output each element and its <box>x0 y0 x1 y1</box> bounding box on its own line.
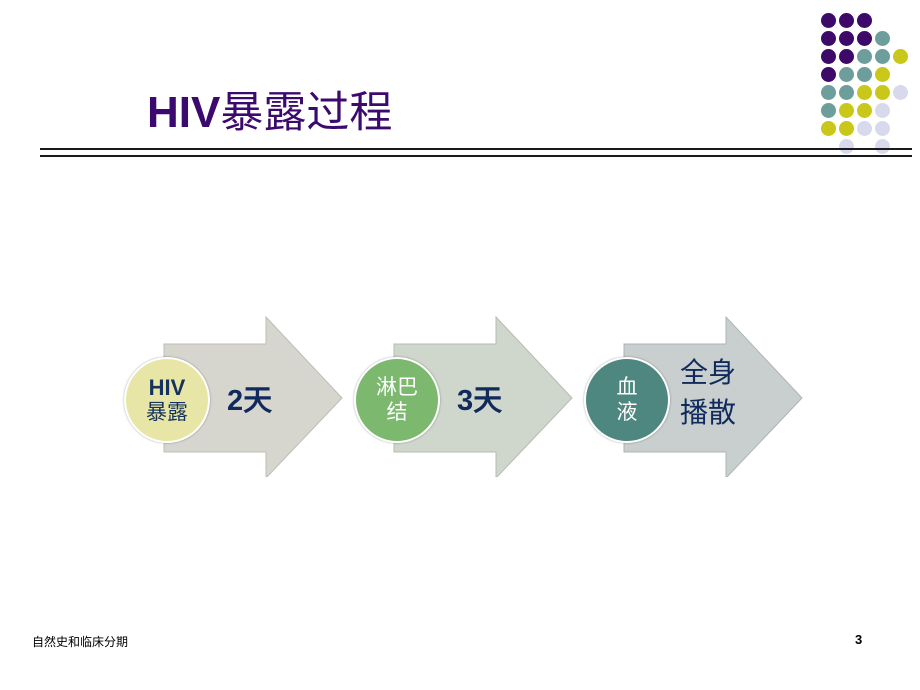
step-circle-lymph-node: 淋巴 结 <box>354 357 440 443</box>
decorative-dot <box>839 31 854 46</box>
step-outcome-label: 全身 播散 <box>680 353 736 433</box>
decorative-dot <box>821 103 836 118</box>
step-circle-hiv-exposure: HIV 暴露 <box>124 357 210 443</box>
decorative-dot <box>857 13 872 28</box>
circle-line: HIV <box>148 375 186 400</box>
decorative-dot <box>875 103 890 118</box>
footer-section-title: 自然史和临床分期 <box>32 635 129 649</box>
label-line: 全身 <box>680 356 737 389</box>
arrow-right-icon <box>623 315 803 477</box>
circle-line: 血 <box>616 375 638 399</box>
decorative-dot <box>821 85 836 100</box>
step-duration-label: 3天 <box>457 385 503 417</box>
decorative-dot <box>839 139 854 154</box>
decorative-dot <box>821 49 836 64</box>
decorative-dot <box>821 121 836 136</box>
circle-line: 结 <box>386 400 408 424</box>
title-chinese: 暴露过程 <box>220 88 393 138</box>
process-step-2: 淋巴 结 3天 <box>344 315 574 477</box>
step-duration-label: 2天 <box>227 385 273 417</box>
slide-title: HIV暴露过程 <box>147 78 392 140</box>
decorative-dot <box>821 67 836 82</box>
decorative-dot <box>857 49 872 64</box>
process-step-3: 血 液 全身 播散 <box>574 315 804 477</box>
decorative-dot-grid <box>0 0 920 170</box>
decorative-dot <box>839 13 854 28</box>
title-divider-bottom <box>40 155 912 157</box>
decorative-dot <box>857 103 872 118</box>
decorative-dot <box>875 67 890 82</box>
decorative-dot <box>839 103 854 118</box>
decorative-dot <box>875 31 890 46</box>
circle-line: 淋巴 <box>376 375 418 399</box>
decorative-dot <box>857 31 872 46</box>
decorative-dot <box>893 85 908 100</box>
decorative-dot <box>875 85 890 100</box>
step-circle-blood: 血 液 <box>584 357 670 443</box>
circle-line: 液 <box>616 400 638 424</box>
decorative-dot <box>875 49 890 64</box>
decorative-dot <box>875 139 890 154</box>
decorative-dot <box>821 31 836 46</box>
circle-line: 暴露 <box>146 400 188 424</box>
process-step-1: HIV 暴露 2天 <box>114 315 344 477</box>
decorative-dot <box>857 67 872 82</box>
arrow-right-icon <box>393 315 573 477</box>
decorative-dot <box>839 67 854 82</box>
decorative-dot <box>893 49 908 64</box>
decorative-dot <box>839 85 854 100</box>
arrow-right-icon <box>163 315 343 477</box>
decorative-dot <box>875 121 890 136</box>
decorative-dot <box>821 13 836 28</box>
title-latin: HIV <box>147 88 221 137</box>
decorative-dot <box>857 121 872 136</box>
decorative-dot <box>839 121 854 136</box>
decorative-dot <box>839 49 854 64</box>
label-line: 播散 <box>680 396 737 429</box>
title-divider-top <box>40 148 912 150</box>
decorative-dot <box>857 85 872 100</box>
page-number: 3 <box>855 632 863 647</box>
